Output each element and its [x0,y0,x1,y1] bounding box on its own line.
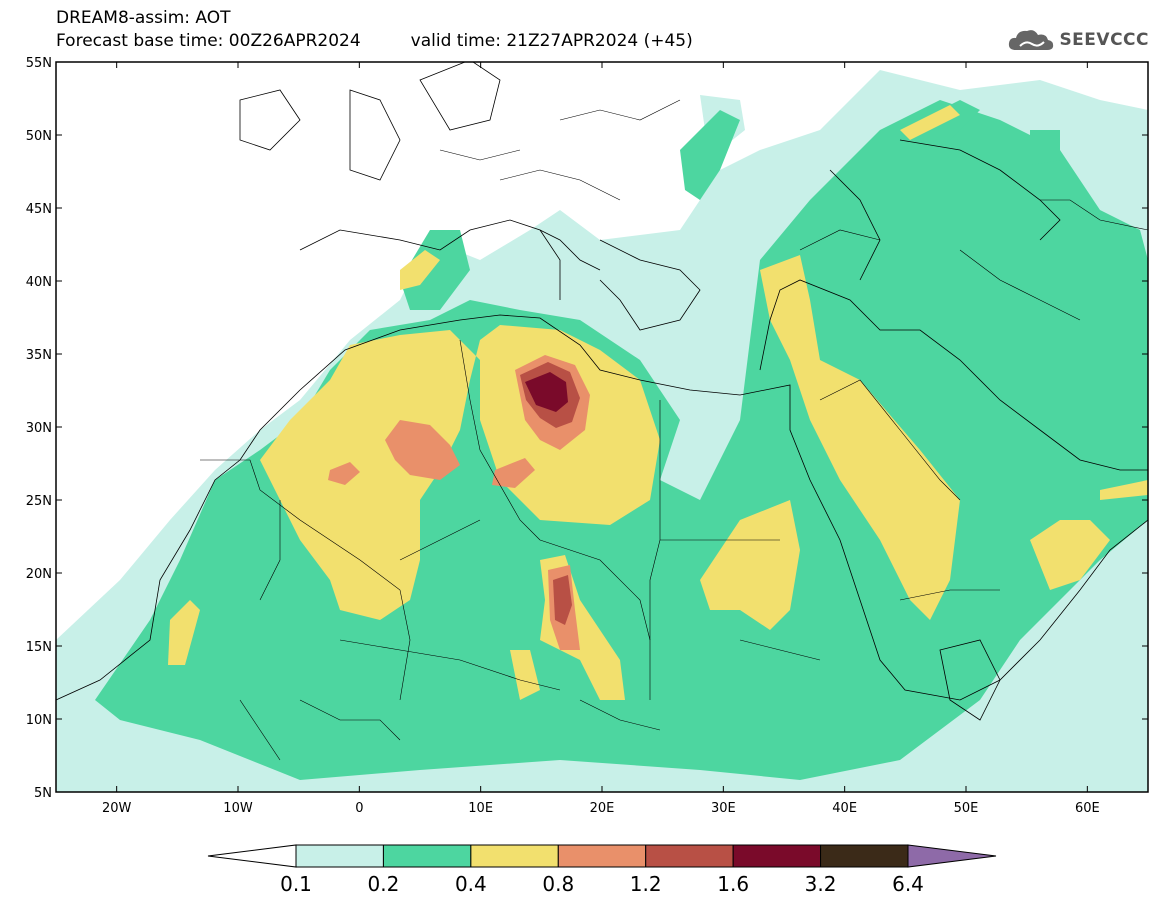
lat-tick-label: 10N [26,713,52,728]
colorbar-label: 0.2 [368,872,400,896]
forecast-times: Forecast base time: 00Z26APR2024 valid ti… [56,31,693,51]
colorbar-label: 0.1 [280,872,312,896]
lon-tick-label: 40E [832,801,857,816]
colorbar-label: 0.8 [542,872,574,896]
chart-title: DREAM8-assim: AOT [56,8,231,28]
lat-tick-label: 35N [26,348,52,363]
logo-text: SEEVCCC [1059,30,1149,50]
colorbar-swatch [732,844,822,868]
valid-time: valid time: 21Z27APR2024 (+45) [410,31,693,51]
colorbar-label: 6.4 [892,872,924,896]
lat-tick-label: 20N [26,567,52,582]
lon-tick-label: 60E [1075,801,1100,816]
lat-tick-label: 30N [26,421,52,436]
longitude-axis: 20W 10W 0 10E 20E 30E 40E 50E 60E [102,62,1100,816]
lon-tick-label: 10E [468,801,493,816]
lat-tick-label: 50N [26,129,52,144]
colorbar-swatch [382,844,472,868]
colorbar-over-arrow [907,844,997,868]
seevccc-logo: SEEVCCC [1006,26,1149,54]
colorbar-swatch [295,844,384,868]
aot-band-1-6 [525,372,568,412]
colorbar-swatch [820,844,909,868]
lon-tick-label: 0 [355,801,363,816]
lon-tick-label: 20E [590,801,615,816]
lon-tick-label: 50E [954,801,979,816]
colorbar-swatch [557,844,647,868]
colorbar-swatch [470,844,559,868]
coastlines [56,62,1148,721]
lon-tick-label: 20W [102,801,132,816]
lat-tick-label: 45N [26,202,52,217]
lat-tick-label: 15N [26,640,52,655]
colorbar-label: 0.4 [455,872,487,896]
base-time: Forecast base time: 00Z26APR2024 [56,31,361,51]
lat-tick-label: 25N [26,494,52,509]
colorbar-swatch [645,844,734,868]
colorbar: 0.1 0.2 0.4 0.8 1.2 1.6 3.2 6.4 [207,844,997,896]
colorbar-label: 3.2 [805,872,837,896]
country-borders [200,99,1148,761]
aot-field [56,62,1148,792]
lat-tick-label: 5N [34,786,52,801]
latitude-axis: 5N 10N 15N 20N 25N 30N 35N 40N 45N 50N 55N [26,56,1148,801]
cloud-icon [1009,30,1054,50]
lat-tick-label: 55N [26,56,52,71]
colorbar-label: 1.2 [630,872,662,896]
lat-tick-label: 40N [26,275,52,290]
lon-tick-label: 30E [711,801,736,816]
lon-tick-label: 10W [223,801,253,816]
colorbar-under-arrow [207,844,297,868]
colorbar-label: 1.6 [717,872,749,896]
